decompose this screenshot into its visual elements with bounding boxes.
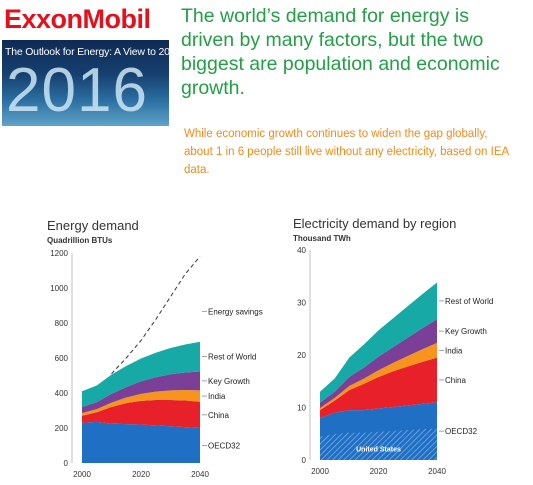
- electricity-chart-unit: Thousand TWh: [293, 234, 351, 243]
- y-tick-label: 600: [55, 354, 69, 363]
- banner-year: 2016: [6, 56, 148, 125]
- exxonmobil-logo: ExxonMobil: [4, 4, 151, 34]
- outlook-banner: The Outlook for Energy: A View to 2040 2…: [2, 40, 169, 126]
- y-tick-label: 40: [297, 246, 306, 255]
- x-tick-label: 2040: [191, 470, 209, 479]
- united-states-area: [320, 428, 437, 460]
- x-tick-label: 2000: [311, 467, 329, 476]
- headline: The world’s demand for energy is driven …: [181, 5, 500, 99]
- area-india: [82, 390, 200, 416]
- y-tick-label: 400: [55, 389, 69, 398]
- y-tick-label: 10: [297, 404, 306, 413]
- energy-savings-line: [111, 256, 201, 375]
- series-label: China: [208, 411, 229, 420]
- x-tick-label: 2000: [73, 470, 91, 479]
- y-tick-label: 20: [297, 351, 306, 360]
- electricity-chart-title: Electricity demand by region: [293, 216, 457, 231]
- series-label: India: [445, 346, 463, 355]
- y-tick-label: 200: [55, 424, 69, 433]
- area-oecd32: [82, 421, 200, 463]
- y-tick-label: 1200: [50, 249, 68, 258]
- energy-savings-label: Energy savings: [208, 307, 263, 316]
- series-label: Key Growth: [208, 377, 250, 386]
- subtext: While economic growth continues to widen…: [184, 128, 509, 176]
- area-india: [320, 342, 437, 411]
- area-key-growth: [320, 319, 437, 409]
- area-rest-of-world: [82, 341, 200, 407]
- x-tick-label: 2020: [370, 467, 388, 476]
- x-tick-label: 2040: [428, 467, 446, 476]
- energy-chart-title: Energy demand: [47, 218, 139, 233]
- series-label: OECD32: [445, 427, 478, 436]
- series-label: OECD32: [208, 442, 241, 451]
- y-tick-label: 30: [297, 299, 306, 308]
- area-rest-of-world: [320, 282, 437, 403]
- series-label: Key Growth: [445, 327, 487, 336]
- series-label: Rest of World: [208, 353, 256, 362]
- series-label: China: [445, 376, 466, 385]
- y-tick-label: 0: [64, 459, 69, 468]
- x-tick-label: 2020: [132, 470, 150, 479]
- banner-subtitle: The Outlook for Energy: A View to 2040: [5, 46, 169, 58]
- energy-chart-unit: Quadrillion BTUs: [47, 236, 113, 245]
- series-label: India: [208, 392, 226, 401]
- area-china: [320, 357, 437, 418]
- y-tick-label: 800: [55, 319, 69, 328]
- y-tick-label: 1000: [50, 284, 68, 293]
- area-key-growth: [82, 371, 200, 414]
- united-states-label: United States: [356, 447, 401, 454]
- series-label: Rest of World: [445, 297, 493, 306]
- y-tick-label: 0: [302, 456, 307, 465]
